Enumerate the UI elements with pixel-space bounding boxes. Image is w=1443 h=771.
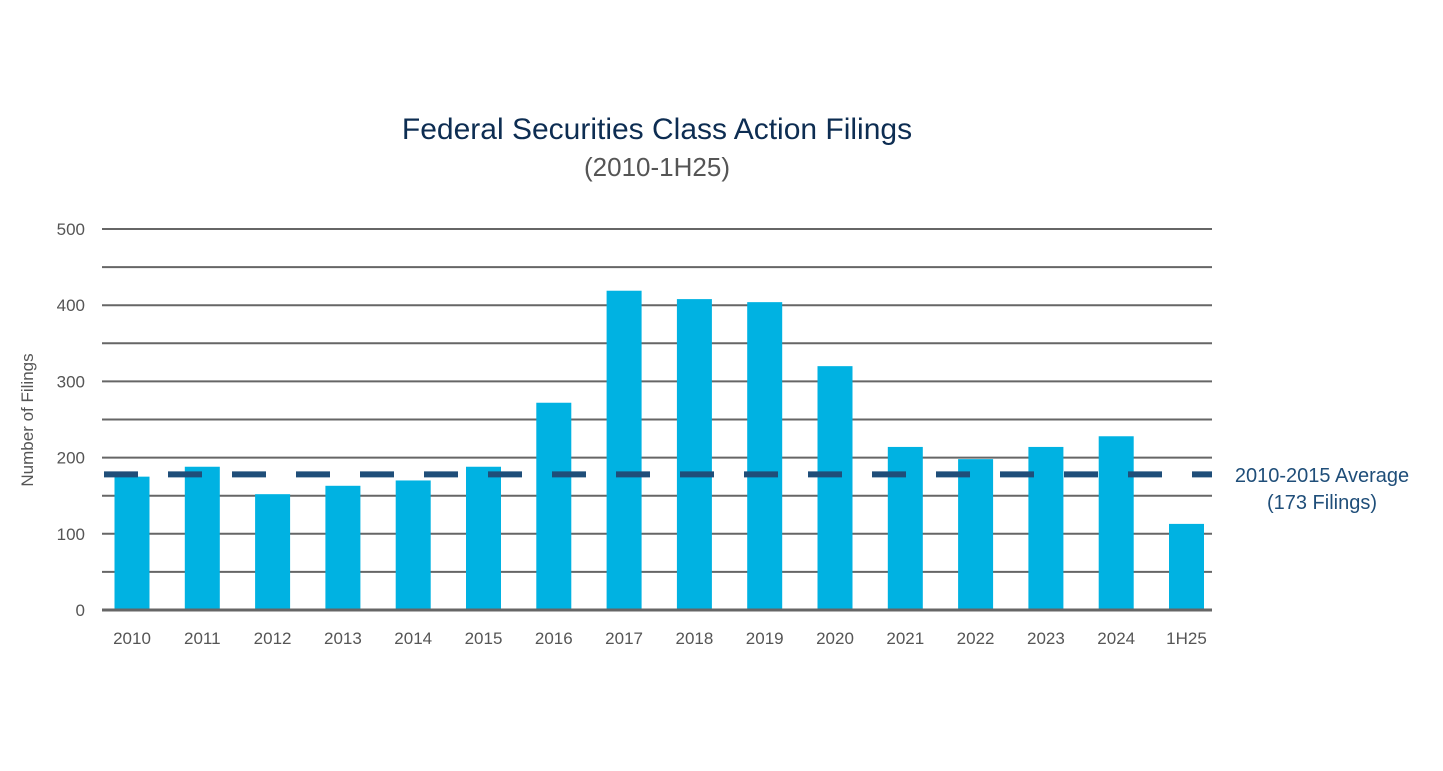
bar-2013 xyxy=(325,485,361,609)
y-tick-label: 500 xyxy=(57,220,85,239)
x-tick-label: 2017 xyxy=(605,629,643,648)
bar-2022 xyxy=(958,459,994,609)
bar-2010 xyxy=(114,476,150,609)
y-ticks: 0 100 200 300 400 500 xyxy=(57,220,85,620)
bar-1H25 xyxy=(1169,523,1204,609)
x-ticks: 2010 2011 2012 2013 2014 2015 2016 2017 2018 2019… xyxy=(113,629,1207,648)
y-tick-label: 200 xyxy=(57,449,85,468)
x-tick-label: 2011 xyxy=(184,629,221,648)
bar-2023 xyxy=(1028,446,1064,609)
y-axis-label: Number of Filings xyxy=(18,353,37,486)
bar-2015 xyxy=(466,466,501,609)
y-tick-label: 100 xyxy=(57,525,85,544)
x-tick-label: 2023 xyxy=(1027,629,1065,648)
bar-2020 xyxy=(817,366,853,609)
y-tick-label: 300 xyxy=(57,372,85,391)
bars xyxy=(114,290,1204,609)
chart-title: Federal Securities Class Action Filings xyxy=(402,113,912,146)
bar-2011 xyxy=(184,466,220,609)
x-tick-label: 2015 xyxy=(465,629,503,648)
y-tick-label: 400 xyxy=(57,296,85,315)
x-tick-label: 2020 xyxy=(816,629,854,648)
average-label-line1: 2010-2015 Average xyxy=(1235,465,1409,487)
x-tick-label: 2012 xyxy=(254,629,292,648)
chart-subtitle: (2010-1H25) xyxy=(584,152,730,182)
x-tick-label: 2022 xyxy=(957,629,995,648)
x-tick-label: 2021 xyxy=(886,629,924,648)
average-label-line2: (173 Filings) xyxy=(1267,492,1377,514)
x-tick-label: 1H25 xyxy=(1166,629,1207,648)
bar-2017 xyxy=(606,290,642,609)
bar-2024 xyxy=(1098,436,1134,609)
bar-2016 xyxy=(536,402,572,609)
y-tick-label: 0 xyxy=(76,601,85,620)
x-tick-label: 2024 xyxy=(1097,629,1135,648)
x-tick-label: 2013 xyxy=(324,629,362,648)
bar-2014 xyxy=(395,480,431,609)
bar-2018 xyxy=(676,299,712,609)
bar-2012 xyxy=(255,494,291,609)
x-tick-label: 2016 xyxy=(535,629,573,648)
x-tick-label: 2010 xyxy=(113,629,151,648)
bar-2021 xyxy=(887,446,923,609)
bar-2019 xyxy=(747,302,783,609)
x-tick-label: 2018 xyxy=(675,629,713,648)
x-tick-label: 2014 xyxy=(394,629,432,648)
x-tick-label: 2019 xyxy=(746,629,784,648)
